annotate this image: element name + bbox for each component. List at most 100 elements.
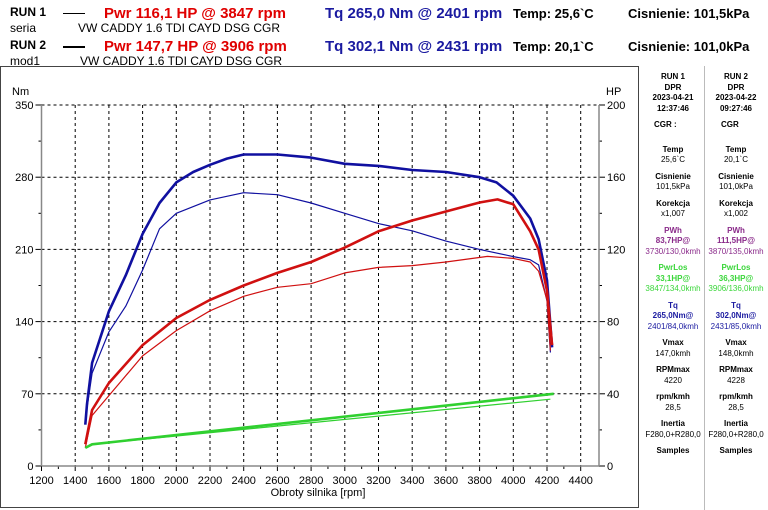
panel-section: Tq 302,0Nm@ 2431/85,0kmh	[705, 301, 767, 333]
x-tick-label: 3200	[366, 475, 390, 487]
panel-section: Temp 20,1`C	[705, 145, 767, 166]
panel-value: 101,5kPa	[656, 182, 690, 191]
panel-value: 302,0Nm@	[715, 311, 757, 320]
run1-run: RUN 1	[10, 5, 47, 19]
panel-label: RUN 2	[723, 72, 748, 81]
series-line-run-2-tq	[84, 153, 554, 425]
panel-label: PwrLos	[658, 263, 688, 272]
panel-value: 33,1HP@	[655, 273, 691, 283]
run2-power: Pwr 147,7 HP @ 3906 rpm	[104, 38, 287, 55]
run2-run: RUN 2	[10, 38, 47, 52]
x-tick-label: 3800	[467, 475, 491, 487]
panel-section: PWh 83,7HP@ 3730/130,0kmh	[642, 226, 704, 258]
y-right-tick-label: 40	[607, 389, 619, 401]
y-right-label: HP	[606, 86, 621, 98]
panel-label: Korekcja	[656, 198, 690, 208]
x-tick-label: 1200	[29, 475, 53, 487]
panel-label: Temp	[662, 144, 684, 154]
run2-tag: mod1	[10, 54, 41, 68]
panel-label: PwrLos	[721, 263, 751, 272]
panel-value: 28,5	[728, 402, 744, 412]
panel-value: F280,0+R280,0	[708, 429, 764, 439]
panel-section: Inertia F280,0+R280,0	[705, 419, 767, 440]
panel-value: F280,0+R280,0	[645, 429, 701, 439]
series-line-run-1-pwr	[84, 255, 551, 449]
series-line-run-2-pwr	[84, 198, 554, 445]
x-tick-label: 4400	[568, 475, 592, 487]
panel-section: Cisnienie 101,0kPa	[705, 172, 767, 193]
x-tick-label: 2800	[299, 475, 323, 487]
series-line-run-1-tq	[84, 192, 551, 420]
x-tick-label: 3000	[333, 475, 357, 487]
panel-value: DPR	[727, 82, 745, 92]
panel-section: Inertia F280,0+R280,0	[642, 419, 704, 440]
x-tick-label: 3400	[400, 475, 424, 487]
run1-pressure: Cisnienie: 101,5kPa	[628, 6, 750, 21]
panel-label: PWh	[727, 225, 745, 235]
panel-value: 111,5HP@	[716, 236, 756, 245]
panel-value: 3906/136,0kmh	[708, 284, 764, 293]
panel-section: RUN 1 DPR 2023-04-21 12:37:46	[642, 72, 704, 114]
panel-label: Korekcja	[719, 198, 753, 208]
y-right-tick-label: 120	[607, 244, 625, 256]
run1-power: Pwr 116,1 HP @ 3847 rpm	[104, 5, 286, 22]
panel-value: x1,007	[660, 209, 686, 218]
y-left-tick-label: 210	[15, 244, 33, 256]
panel-section: Samples	[705, 446, 767, 457]
x-tick-label: 2200	[198, 475, 222, 487]
panel-label: RUN 1	[660, 72, 685, 81]
x-tick-label: 1600	[97, 475, 121, 487]
panel-label: Vmax	[725, 338, 747, 347]
panel-label: RPMmax	[656, 365, 690, 374]
chart-frame	[0, 66, 639, 508]
y-left-tick-label: 350	[15, 100, 33, 112]
panel-value: 101,0kPa	[719, 182, 753, 191]
panel-section: RPMmax 4228	[705, 365, 767, 386]
panel-value: 28,5	[665, 402, 681, 412]
x-tick-label: 1800	[130, 475, 154, 487]
panel-value: 09:27:46	[719, 103, 753, 113]
panel-value: 4220	[664, 375, 682, 385]
panel-section: RUN 2 DPR 2023-04-22 09:27:46	[705, 72, 767, 114]
run2-pressure: Cisnienie: 101,0kPa	[628, 39, 750, 54]
panel-value: 148,0kmh	[718, 348, 754, 358]
panel-value: 25,6`C	[660, 155, 685, 164]
panel-section: PwrLos 36,3HP@ 3906/136,0kmh	[705, 263, 767, 295]
panel-label: Samples	[656, 446, 690, 455]
panel-value: x1,002	[723, 209, 749, 218]
y-left-tick-label: 70	[21, 389, 33, 401]
x-tick-label: 4200	[535, 475, 559, 487]
y-right-tick-label: 0	[607, 461, 613, 473]
panel-label: rpm/kmh	[719, 392, 753, 401]
run2-torque: Tq 302,1 Nm @ 2431 rpm	[325, 38, 503, 55]
panel-label: Inertia	[660, 419, 685, 428]
run2-temp: Temp: 20,1`C	[513, 39, 594, 54]
panel-value: 3847/134,0kmh	[645, 284, 701, 293]
panel-value: 4228	[727, 375, 745, 385]
panel-section: CGR :	[642, 120, 704, 131]
series-line-run-1-pwrlos	[85, 398, 551, 449]
panel-value: 147,0kmh	[655, 348, 691, 358]
run1-info-panel: RUN 1 DPR 2023-04-21 12:37:46 CGR : Temp 25,6`…	[642, 72, 704, 463]
run1-tag: seria	[10, 21, 37, 35]
panel-section: Cisnienie 101,5kPa	[642, 172, 704, 193]
run2-info-panel: RUN 2 DPR 2023-04-22 09:27:46 CGR Temp 20,1`C C…	[705, 72, 767, 463]
panel-separator	[704, 66, 705, 510]
panel-section: rpm/kmh 28,5	[642, 392, 704, 413]
run1-legend-line	[63, 13, 85, 14]
panel-section: Samples	[642, 446, 704, 457]
panel-value: 2023-04-22	[715, 93, 757, 102]
run1-torque: Tq 265,0 Nm @ 2401 rpm	[325, 5, 503, 22]
panel-section: CGR	[705, 120, 767, 131]
panel-value: 2431/85,0kmh	[710, 321, 762, 331]
x-tick-label: 3600	[434, 475, 458, 487]
panel-section: PwrLos 33,1HP@ 3847/134,0kmh	[642, 263, 704, 295]
x-tick-label: 4000	[501, 475, 525, 487]
y-left-tick-label: 0	[27, 461, 33, 473]
x-axis-label: Obroty silnika [rpm]	[271, 487, 366, 499]
panel-section: PWh 111,5HP@ 3870/135,0kmh	[705, 226, 767, 258]
panel-value: DPR	[664, 82, 682, 92]
panel-section: RPMmax 4220	[642, 365, 704, 386]
panel-label: Tq	[731, 300, 741, 310]
panel-label: Cisnienie	[718, 171, 754, 181]
